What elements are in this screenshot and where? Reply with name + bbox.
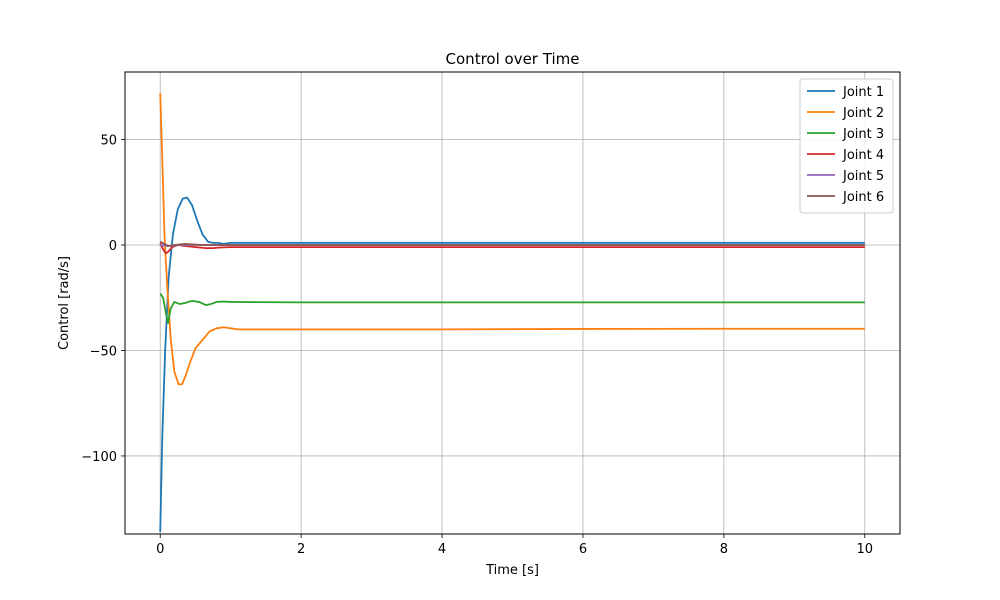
plot-frame <box>124 71 901 535</box>
x-tick-label: 0 <box>156 542 164 557</box>
x-tick-label: 6 <box>579 542 587 557</box>
x-axis: 0 2 4 6 8 10 <box>156 534 873 557</box>
series-line-joint-4 <box>159 242 865 255</box>
legend-label-joint-5: Joint 5 <box>842 169 884 184</box>
series-lines <box>159 93 865 532</box>
x-tick-label: 4 <box>438 542 446 557</box>
y-tick-label: −50 <box>90 344 117 359</box>
chart-title: Control over Time <box>446 50 580 68</box>
series-line-joint-6 <box>159 241 865 247</box>
y-axis-label: Control [rad/s] <box>57 256 72 350</box>
y-axis: −100 −50 0 50 <box>81 134 125 465</box>
x-tick-label: 10 <box>856 542 873 557</box>
series-line-joint-1 <box>159 196 865 532</box>
y-tick-label: 50 <box>100 134 117 149</box>
legend-label-joint-4: Joint 4 <box>842 148 884 163</box>
legend: Joint 1 Joint 2 Joint 3 Joint 4 Joint 5 Joint… <box>799 78 894 214</box>
legend-label-joint-2: Joint 2 <box>842 106 884 121</box>
legend-label-joint-3: Joint 3 <box>842 127 884 142</box>
x-tick-label: 8 <box>720 542 728 557</box>
y-tick-label: −100 <box>81 450 117 465</box>
legend-label-joint-6: Joint 6 <box>842 190 884 205</box>
x-axis-label: Time [s] <box>485 563 539 578</box>
series-line-joint-3 <box>159 293 865 324</box>
y-tick-label: 0 <box>109 239 117 254</box>
legend-label-joint-1: Joint 1 <box>842 85 884 100</box>
x-tick-label: 2 <box>297 542 305 557</box>
